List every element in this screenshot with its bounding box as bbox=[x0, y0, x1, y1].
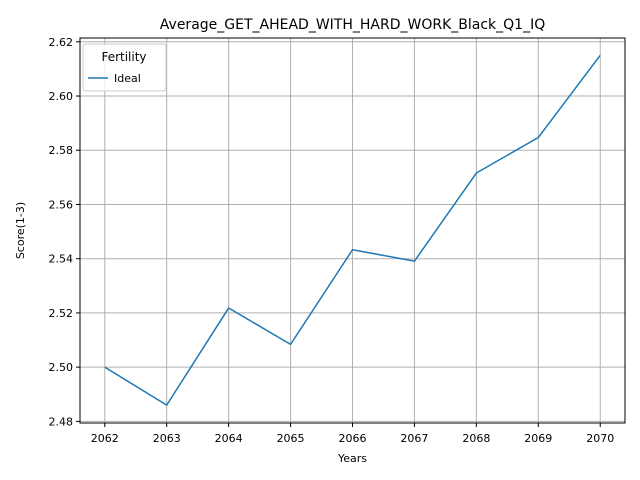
y-tick-label: 2.62 bbox=[49, 36, 74, 49]
legend-box bbox=[82, 43, 167, 92]
x-tick-label: 2068 bbox=[462, 432, 490, 445]
x-tick-label: 2065 bbox=[277, 432, 305, 445]
series-layer bbox=[104, 54, 601, 406]
y-tick-label: 2.60 bbox=[49, 90, 74, 103]
legend-title: Fertility bbox=[101, 50, 146, 64]
y-tick-label: 2.56 bbox=[49, 198, 74, 211]
grid bbox=[80, 38, 625, 423]
y-tick-label: 2.52 bbox=[49, 307, 74, 320]
y-tick-label: 2.50 bbox=[49, 361, 74, 374]
x-tick-label: 2066 bbox=[339, 432, 367, 445]
y-tick-label: 2.48 bbox=[49, 415, 74, 428]
x-tick-label: 2064 bbox=[215, 432, 243, 445]
y-tick-label: 2.58 bbox=[49, 144, 74, 157]
x-tick-label: 2063 bbox=[153, 432, 181, 445]
y-tick-label: 2.54 bbox=[49, 253, 74, 266]
x-tick-label: 2062 bbox=[91, 432, 119, 445]
legend-label-ideal: Ideal bbox=[114, 72, 141, 85]
x-tick-label: 2067 bbox=[400, 432, 428, 445]
legend: Fertility Ideal bbox=[82, 43, 167, 92]
y-axis-label: Score(1-3) bbox=[14, 202, 27, 259]
chart-title: Average_GET_AHEAD_WITH_HARD_WORK_Black_Q… bbox=[160, 17, 545, 33]
x-tick-label: 2069 bbox=[524, 432, 552, 445]
ticks: 2062 2063 2064 2065 2066 2067 2068 2069 2070 2.48… bbox=[49, 36, 615, 445]
x-axis-label: Years bbox=[337, 452, 367, 465]
x-tick-label: 2070 bbox=[586, 432, 614, 445]
